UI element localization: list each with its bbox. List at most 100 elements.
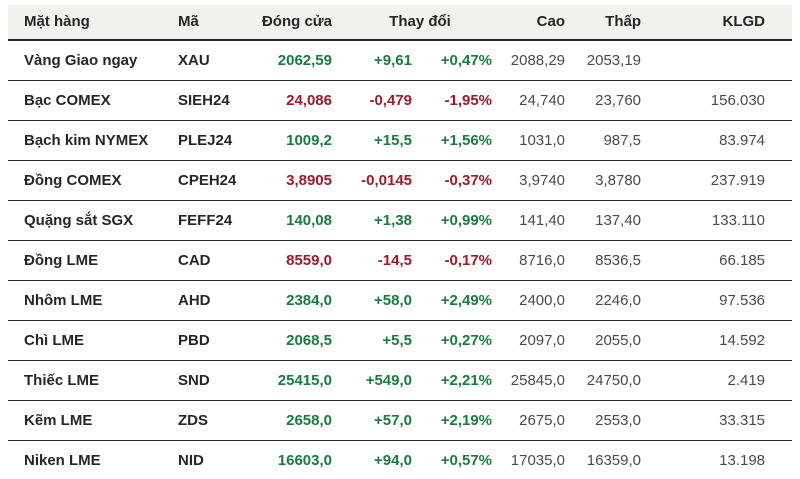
commodity-code: AHD (170, 280, 248, 321)
commodity-name: Đồng LME (8, 240, 170, 281)
header-high: Cao (500, 5, 574, 41)
change-value: +94,0 (374, 452, 412, 469)
commodity-name: Niken LME (24, 452, 101, 469)
volume-value: 83.974 (649, 120, 793, 161)
high-value: 8716,0 (500, 240, 574, 281)
commodity-code: CPEH24 (170, 160, 248, 201)
high-value: 1031,0 (500, 120, 574, 161)
commodity-code: NID (178, 452, 204, 469)
low-value: 24750,0 (573, 360, 650, 401)
change-value: -14,5 (340, 240, 420, 281)
close-value: 3,8905 (248, 160, 340, 201)
close-value: 2658,0 (248, 400, 340, 441)
low-value: 16359,0 (586, 452, 642, 469)
table-row: Quặng sắt SGX FEFF24 140,08 +1,38 +0,99%… (8, 200, 793, 241)
volume-value: 33.315 (649, 400, 793, 441)
change-percent: +1,56% (420, 120, 501, 161)
high-value: 2400,0 (500, 280, 574, 321)
low-value: 137,40 (573, 200, 650, 241)
commodity-code: FEFF24 (170, 200, 248, 241)
volume-value: 97.536 (649, 280, 793, 321)
commodity-price-table-container: Mặt hàng Mã Đóng cửa Thay đổi Cao Thấp K… (8, 5, 793, 479)
commodity-code: PBD (170, 320, 248, 361)
table-row: Niken LME NID 16603,0 +94,0 +0,57% 17035… (8, 441, 792, 479)
high-value: 2088,29 (500, 40, 574, 81)
change-value: +1,38 (340, 200, 420, 241)
commodity-code: CAD (170, 240, 248, 281)
commodity-code: SND (170, 360, 248, 401)
commodity-code: PLEJ24 (170, 120, 248, 161)
high-value: 141,40 (500, 200, 574, 241)
commodity-code: XAU (170, 40, 248, 81)
change-value: +58,0 (340, 280, 420, 321)
change-value: -0,0145 (340, 160, 420, 201)
low-value: 8536,5 (573, 240, 650, 281)
volume-value: 14.592 (649, 320, 793, 361)
header-commodity: Mặt hàng (8, 5, 170, 41)
commodity-name: Thiếc LME (8, 360, 170, 401)
low-value: 2055,0 (573, 320, 650, 361)
low-value: 3,8780 (573, 160, 650, 201)
header-code: Mã (170, 5, 248, 41)
commodity-code: SIEH24 (170, 80, 248, 121)
table-row: Thiếc LME SND 25415,0 +549,0 +2,21% 2584… (8, 360, 793, 401)
commodity-name: Bạc COMEX (8, 80, 170, 121)
table-header: Mặt hàng Mã Đóng cửa Thay đổi Cao Thấp K… (8, 5, 793, 41)
header-volume: KLGD (649, 5, 793, 41)
commodity-price-table: Mặt hàng Mã Đóng cửa Thay đổi Cao Thấp K… (8, 5, 793, 479)
change-percent: +2,19% (420, 400, 501, 441)
header-low: Thấp (573, 5, 650, 41)
close-value: 140,08 (248, 200, 340, 241)
volume-value: 237.919 (649, 160, 793, 201)
high-value: 2675,0 (500, 400, 574, 441)
commodity-name: Kẽm LME (8, 400, 170, 441)
high-value: 3,9740 (500, 160, 574, 201)
change-value: +9,61 (340, 40, 420, 81)
commodity-code: ZDS (170, 400, 248, 441)
header-change: Thay đổi (340, 5, 501, 41)
volume-value: 133.110 (649, 200, 793, 241)
table-row: Đồng COMEX CPEH24 3,8905 -0,0145 -0,37% … (8, 160, 793, 201)
high-value: 24,740 (500, 80, 574, 121)
change-percent: +0,57% (440, 452, 493, 469)
change-value: +57,0 (340, 400, 420, 441)
low-value: 2053,19 (573, 40, 650, 81)
close-value: 2384,0 (248, 280, 340, 321)
commodity-name: Đồng COMEX (8, 160, 170, 201)
high-value: 25845,0 (500, 360, 574, 401)
volume-value: 156.030 (649, 80, 793, 121)
table-row: Nhôm LME AHD 2384,0 +58,0 +2,49% 2400,0 … (8, 280, 793, 321)
low-value: 2553,0 (573, 400, 650, 441)
close-value: 2062,59 (248, 40, 340, 81)
header-row: Mặt hàng Mã Đóng cửa Thay đổi Cao Thấp K… (8, 5, 793, 41)
change-value: -0,479 (340, 80, 420, 121)
close-value: 2068,5 (248, 320, 340, 361)
close-value: 1009,2 (248, 120, 340, 161)
volume-value: 66.185 (649, 240, 793, 281)
volume-value: 2.419 (649, 360, 793, 401)
high-value: 17035,0 (510, 452, 566, 469)
low-value: 987,5 (573, 120, 650, 161)
change-percent: +2,49% (420, 280, 501, 321)
low-value: 23,760 (573, 80, 650, 121)
change-value: +549,0 (340, 360, 420, 401)
table-row: Chì LME PBD 2068,5 +5,5 +0,27% 2097,0 20… (8, 320, 793, 361)
close-value: 8559,0 (248, 240, 340, 281)
table-row: Bạc COMEX SIEH24 24,086 -0,479 -1,95% 24… (8, 80, 793, 121)
close-value: 24,086 (248, 80, 340, 121)
change-value: +5,5 (340, 320, 420, 361)
close-value: 16603,0 (277, 452, 332, 469)
high-value: 2097,0 (500, 320, 574, 361)
change-percent: +0,47% (420, 40, 501, 81)
commodity-name: Quặng sắt SGX (8, 200, 170, 241)
change-percent: +2,21% (420, 360, 501, 401)
low-value: 2246,0 (573, 280, 650, 321)
close-value: 25415,0 (248, 360, 340, 401)
commodity-name: Chì LME (8, 320, 170, 361)
table-row: Bạch kim NYMEX PLEJ24 1009,2 +15,5 +1,56… (8, 120, 793, 161)
volume-value: 13.198 (719, 452, 766, 469)
table-row: Đồng LME CAD 8559,0 -14,5 -0,17% 8716,0 … (8, 240, 793, 281)
table-row: Kẽm LME ZDS 2658,0 +57,0 +2,19% 2675,0 2… (8, 400, 793, 441)
change-percent: -0,37% (420, 160, 501, 201)
change-percent: -1,95% (420, 80, 501, 121)
